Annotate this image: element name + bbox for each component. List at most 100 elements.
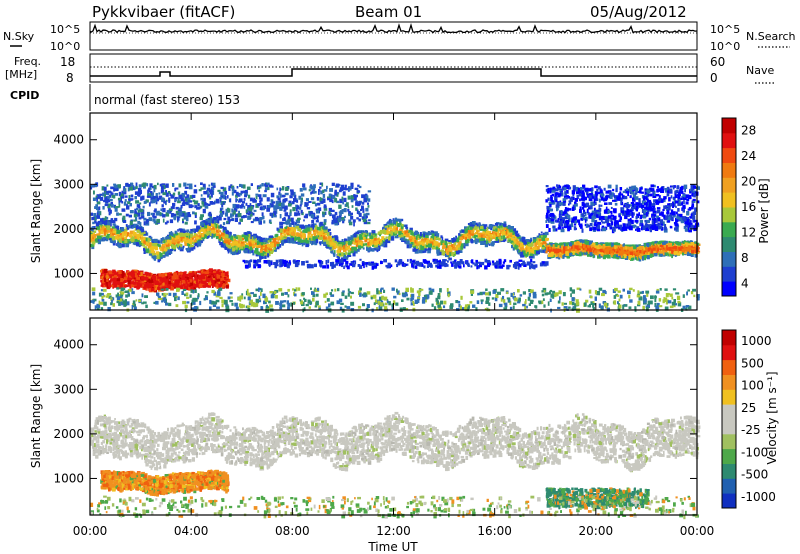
power-cell-strong — [178, 280, 180, 284]
power-cell-strong — [207, 277, 210, 283]
power-cell-band — [470, 230, 474, 235]
power-cell-band — [92, 236, 96, 241]
power-cell-band-late — [565, 244, 570, 249]
power-cell-band — [513, 240, 516, 245]
power-cell-strong — [208, 281, 212, 285]
power-cell-band-late — [619, 251, 623, 256]
power-cell-band — [141, 238, 144, 243]
power-cell-band — [168, 243, 170, 248]
power-cell-band — [473, 239, 475, 243]
power-cell-band — [483, 225, 487, 230]
power-cell-strong — [144, 272, 149, 276]
power-cell-strong — [150, 283, 153, 288]
freq-label: Freq. — [14, 55, 41, 68]
power-cell-band-late — [636, 247, 639, 250]
freq-trace — [90, 68, 697, 77]
power-cell-band — [163, 250, 166, 255]
power-cell-band-late — [643, 255, 646, 258]
power-cell-band — [308, 235, 311, 238]
power-cell-band-late — [647, 246, 651, 249]
power-cell-band-late — [580, 239, 583, 243]
power-cell-band — [264, 244, 269, 248]
power-cell-band — [433, 240, 437, 246]
power-cell-band-late — [555, 249, 559, 253]
power-cell-band — [227, 250, 230, 254]
power-cell-strong — [201, 280, 205, 285]
power-cell-band — [405, 224, 408, 229]
power-cell-band — [169, 242, 172, 245]
power-cell-strong — [113, 270, 117, 275]
power-cell-band — [376, 240, 379, 245]
power-cell-band — [254, 238, 257, 242]
power-cell-band-late — [679, 250, 683, 255]
power-cell-band-late — [633, 245, 637, 250]
power-cell-band — [137, 233, 140, 237]
power-cell-band — [458, 247, 461, 251]
power-cell-band — [297, 242, 302, 245]
power-cell-band — [279, 228, 283, 233]
power-cell-band — [117, 243, 120, 247]
power-cell-band — [222, 226, 227, 229]
power-cell-band — [193, 239, 197, 243]
power-cell-band — [264, 239, 268, 243]
power-cell-band — [312, 240, 316, 244]
power-cell-band — [328, 247, 332, 250]
power-cell-band — [91, 246, 95, 250]
power-cell-band-late — [590, 243, 595, 248]
power-cell-band — [254, 241, 257, 245]
power-cell-band — [258, 237, 263, 241]
power-cell-band-late — [643, 251, 646, 255]
freq-unit-label: [MHz] — [5, 68, 37, 81]
power-cell-band — [455, 245, 460, 250]
power-cell-band — [389, 219, 393, 224]
power-cell-band — [360, 230, 365, 234]
power-cell-band — [488, 236, 491, 241]
power-cell-band — [225, 234, 229, 239]
power-cell-strong — [148, 288, 153, 293]
power-cell-strong — [171, 280, 174, 283]
power-cell-band — [219, 224, 222, 228]
power-cell-band — [307, 231, 310, 236]
power-cell-band — [306, 227, 311, 232]
power-cell-band — [361, 232, 364, 236]
power-cell-band — [98, 223, 102, 227]
power-cell-strong — [120, 278, 123, 283]
power-cell-strong — [219, 280, 222, 285]
power-cell-band-late — [629, 247, 634, 251]
power-cell-band — [358, 240, 363, 243]
power-cell-strong — [141, 276, 145, 280]
power-cell-band — [167, 249, 170, 254]
power-cell-band-late — [611, 246, 615, 251]
power-cell-band — [215, 220, 218, 223]
power-cell-band-late — [646, 242, 650, 248]
power-cell-band-late — [647, 248, 650, 251]
power-cell-band-late — [565, 253, 570, 256]
nsky-trace — [89, 22, 698, 34]
power-cell-weak — [124, 199, 127, 202]
power-cell-band — [207, 224, 211, 229]
power-cell-band — [379, 232, 382, 235]
power-cell-band — [178, 238, 182, 242]
power-cell-band-late — [602, 247, 606, 251]
power-cell-band — [90, 244, 94, 248]
power-cell-band — [177, 229, 179, 232]
power-cell-band — [100, 230, 104, 235]
power-cell-band — [336, 239, 339, 243]
power-cell-band — [367, 241, 371, 246]
power-cell-band-late — [565, 243, 568, 247]
power-cell-band — [182, 230, 187, 233]
power-cell-band — [331, 247, 335, 250]
power-cell-band — [393, 225, 397, 228]
power-cell-band — [163, 239, 166, 244]
power-cell-strong — [225, 285, 229, 289]
power-cell-band — [123, 232, 126, 236]
power-cell-band — [264, 248, 267, 252]
power-cell-band — [395, 222, 398, 225]
power-cell-strong — [211, 283, 216, 287]
power-cell-band — [250, 246, 252, 251]
power-cell-band — [450, 239, 453, 243]
power-cell-strong — [112, 281, 116, 285]
power-cell-band — [519, 251, 524, 256]
power-cell-band — [297, 240, 302, 244]
power-cell-band — [413, 247, 417, 252]
